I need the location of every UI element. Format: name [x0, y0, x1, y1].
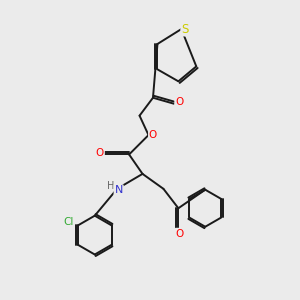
Text: O: O [96, 148, 104, 158]
Text: O: O [149, 130, 157, 140]
Text: O: O [176, 229, 184, 238]
Text: H: H [107, 181, 114, 191]
Text: N: N [115, 185, 123, 195]
Text: O: O [175, 97, 183, 107]
Text: S: S [181, 22, 189, 36]
Text: Cl: Cl [63, 218, 74, 227]
